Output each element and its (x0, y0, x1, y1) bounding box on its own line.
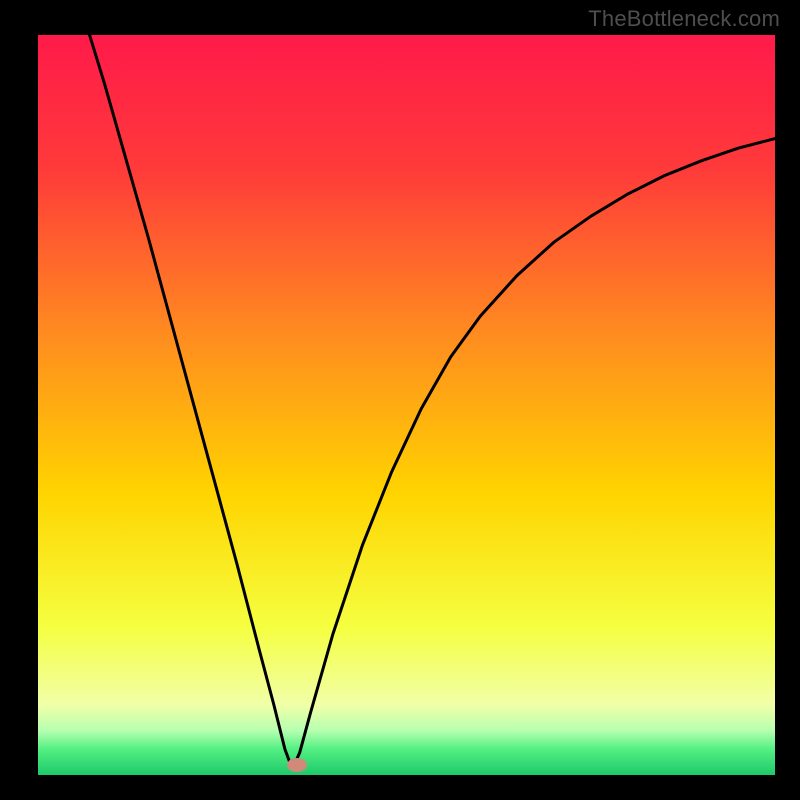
optimal-point-marker (287, 758, 307, 772)
bottleneck-curve (38, 35, 775, 775)
watermark-text: TheBottleneck.com (588, 6, 780, 32)
plot-area (38, 35, 775, 775)
